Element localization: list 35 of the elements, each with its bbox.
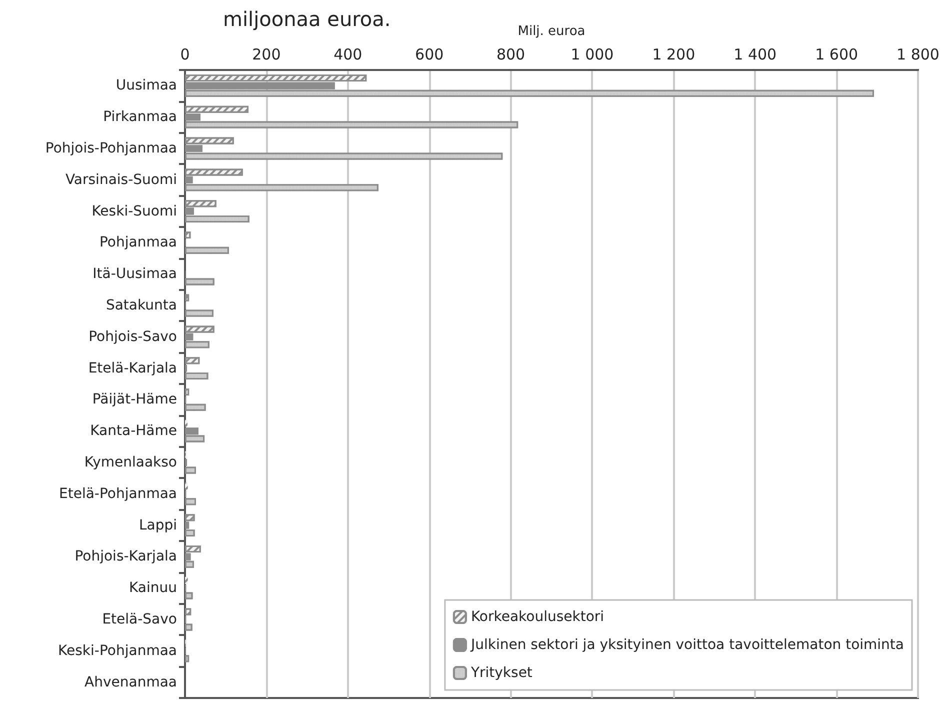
y-tick-label: Pohjois-Karjala xyxy=(74,548,177,565)
x-tick-label: 1 200 xyxy=(652,46,696,64)
y-tick-label: Pirkanmaa xyxy=(103,109,177,126)
x-tick-label: 200 xyxy=(252,46,281,64)
y-tick-label: Pohjois-Savo xyxy=(88,328,177,345)
legend-label: Korkeakoulusektori xyxy=(470,609,604,625)
y-tick-label: Etelä-Savo xyxy=(102,612,177,628)
y-tick-label: Varsinais-Suomi xyxy=(65,172,177,188)
x-tick-label: 800 xyxy=(496,46,526,64)
y-tick-label: Lappi xyxy=(138,517,177,534)
x-tick-label: 1 000 xyxy=(570,46,614,64)
y-tick-label: Etelä-Karjala xyxy=(88,360,177,376)
x-tick-label: 1 800 xyxy=(896,46,940,64)
y-tick-label: Päijät-Häme xyxy=(92,392,177,408)
x-tick-label: 400 xyxy=(334,46,362,64)
y-tick-label: Pohjanmaa xyxy=(99,234,177,251)
x-axis-title: Milj. euroa xyxy=(518,24,586,39)
y-tick-label: Kanta-Häme xyxy=(90,423,177,440)
x-tick-label: 1 600 xyxy=(815,46,858,64)
y-tick-label: Kymenlaakso xyxy=(84,454,177,470)
y-tick-label: Itä-Uusimaa xyxy=(92,266,177,282)
x-tick-label: 0 xyxy=(180,46,190,64)
y-tick-label: Kainuu xyxy=(128,580,177,596)
y-tick-label: Etelä-Pohjanmaa xyxy=(59,486,177,502)
y-tick-label: Pohjois-Pohjanmaa xyxy=(45,140,177,156)
y-tick-label: Uusimaa xyxy=(116,78,177,94)
y-tick-label: Keski-Pohjanmaa xyxy=(58,642,177,659)
x-tick-label: 600 xyxy=(415,46,444,64)
chart-title: miljoonaa euroa. xyxy=(223,7,391,31)
legend-label: Julkinen sektori ja yksityinen voittoa tavoittelematon toiminta xyxy=(470,637,904,653)
y-tick-label: Keski-Suomi xyxy=(92,203,177,220)
y-tick-label: Ahvenanmaa xyxy=(84,674,177,690)
legend-label: Yritykset xyxy=(470,665,533,681)
y-tick-label: Satakunta xyxy=(106,298,177,314)
x-tick-label: 1 400 xyxy=(734,46,777,64)
